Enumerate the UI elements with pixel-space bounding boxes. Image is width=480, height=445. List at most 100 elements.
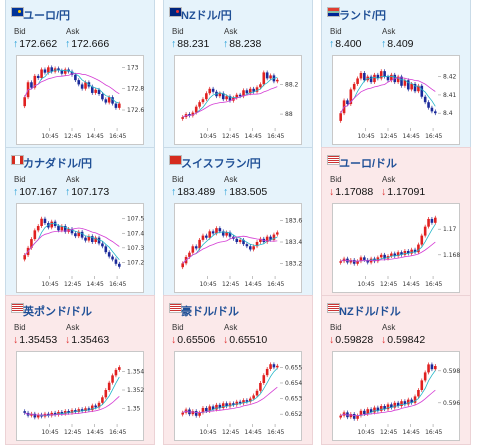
bid-label: Bid: [172, 27, 184, 36]
candle-body: [114, 259, 118, 264]
currency-pair-link[interactable]: 豪ドル/ドル: [181, 306, 240, 318]
currency-pair-link[interactable]: NZドル/円: [181, 10, 232, 22]
currency-pair-link[interactable]: ランド/円: [339, 10, 387, 22]
y-tick-label: 1.352: [127, 387, 144, 394]
candlestick-chart: 1.354 1.352 1.35 10:45 12:45 14:45 16:45: [23, 365, 144, 436]
candle-body: [410, 399, 413, 403]
candle-body: [225, 232, 228, 236]
y-tick-label: 0.596: [443, 400, 460, 407]
rate-card[interactable]: スイスフラン/円 Bid Ask ↑183.489 ↑183.505 183.6 183.4…: [163, 147, 313, 297]
ask-price: 8.409: [387, 38, 414, 50]
candle-body: [252, 246, 255, 250]
bid-price: 1.35453: [19, 334, 58, 346]
currency-pair-link[interactable]: カナダドル/円: [23, 158, 93, 170]
candle-body: [265, 368, 269, 376]
candle-body: [245, 400, 249, 402]
currency-pair-link[interactable]: 英ポンド/ドル: [23, 306, 93, 318]
x-tick-label: 10:45: [357, 133, 374, 140]
arrow-down-icon: ↓: [223, 334, 229, 346]
ask-price: 107.173: [71, 186, 110, 198]
moving-average-long: [182, 386, 278, 413]
moving-average-long: [340, 77, 436, 114]
candle-body: [235, 94, 239, 98]
y-tick-label: 183.6: [285, 218, 302, 225]
bid-label: Bid: [14, 175, 26, 184]
x-tick-label: 12:45: [222, 133, 239, 140]
ask-label: Ask: [66, 323, 80, 332]
candle-body: [215, 228, 218, 234]
candle-body: [406, 250, 410, 254]
bid-label: Bid: [14, 323, 26, 332]
arrow-up-icon: ↑: [171, 38, 177, 50]
bid-value: ↑8.400: [329, 38, 362, 50]
y-tick-label: 183.2: [285, 260, 302, 267]
candle-body: [349, 89, 353, 105]
candle-body: [349, 259, 353, 263]
y-tick-label: 0.655: [285, 364, 302, 371]
candlestick-chart: 1.17 1.168 10:45 12:45 14:45 16:45: [339, 215, 460, 288]
candle-body: [194, 411, 198, 416]
currency-pair-link[interactable]: ユーロ/円: [23, 10, 71, 22]
rate-card[interactable]: ランド/円 Bid Ask ↑8.400 ↑8.409 8.42 8.41 8.4 10:45 1…: [321, 0, 471, 149]
candlestick-chart: 183.6 183.4 183.2 10:45 12:45 14:45 16:45: [181, 218, 302, 288]
candle-body: [265, 236, 269, 242]
x-tick-label: 12:45: [64, 133, 81, 140]
x-tick-label: 12:45: [380, 429, 397, 436]
candle-body: [208, 406, 212, 412]
bid-value: ↑183.489: [171, 186, 215, 198]
bid-price: 172.662: [19, 38, 58, 50]
arrow-up-icon: ↑: [223, 186, 229, 198]
bid-price: 0.65506: [177, 334, 216, 346]
x-tick-label: 14:45: [87, 281, 104, 288]
candle-body: [376, 407, 380, 411]
ask-label: Ask: [224, 323, 238, 332]
arrow-up-icon: ↑: [381, 38, 387, 50]
currency-pair-link[interactable]: ユーロ/ドル: [339, 158, 398, 170]
currency-pair-link[interactable]: スイスフラン/円: [181, 158, 261, 170]
candle-body: [427, 364, 430, 373]
price-chart: 1.354 1.352 1.35 10:45 12:45 14:45 16:45: [16, 351, 144, 441]
y-tick-label: 1.168: [443, 252, 460, 259]
candle-body: [94, 89, 97, 93]
rate-card[interactable]: NZドル/円 Bid Ask ↑88.231 ↑88.238 88.2 88 10:45 12:…: [163, 0, 313, 149]
candle-body: [215, 404, 218, 410]
candle-body: [383, 71, 386, 77]
candlestick-chart: 107.5 107.4 107.3 107.2 10:45 12:45 14:45 16:45: [23, 216, 144, 288]
candle-body: [269, 236, 272, 240]
rate-card[interactable]: 豪ドル/ドル Bid Ask ↓0.65506 ↓0.65510 0.655 0.654 0.…: [163, 295, 313, 445]
candle-body: [386, 76, 390, 81]
candle-body: [379, 254, 383, 258]
rate-card[interactable]: 英ポンド/ドル Bid Ask ↓1.35453 ↓1.35463 1.354 1.352 1…: [5, 295, 155, 445]
x-tick-label: 16:45: [267, 281, 284, 288]
candle-body: [390, 253, 393, 257]
us-flag-icon: [169, 303, 182, 313]
moving-average-short: [182, 77, 278, 118]
candle-body: [255, 242, 259, 247]
moving-average-short: [24, 222, 120, 260]
x-tick-label: 12:45: [222, 281, 239, 288]
bid-price: 88.231: [177, 38, 210, 50]
candle-body: [339, 261, 342, 263]
x-tick-label: 10:45: [41, 133, 58, 140]
candle-body: [43, 218, 47, 224]
candle-body: [181, 412, 184, 415]
rate-card[interactable]: ユーロ/円 Bid Ask ↑172.662 ↑172.666 173 172.8 172.6…: [5, 0, 155, 149]
bid-price: 8.400: [335, 38, 362, 50]
candle-body: [373, 74, 376, 83]
x-tick-label: 12:45: [64, 281, 81, 288]
rate-card[interactable]: ユーロ/ドル Bid Ask ↓1.17088 ↓1.17091 1.17 1.168 10:…: [321, 147, 471, 297]
candle-body: [90, 236, 94, 242]
candle-body: [403, 401, 407, 405]
candle-body: [434, 111, 437, 114]
rate-card[interactable]: NZドル/ドル Bid Ask ↓0.59828 ↓0.59842 0.598 0.596 1…: [321, 295, 471, 445]
candle-body: [339, 415, 342, 418]
candle-body: [198, 239, 201, 249]
rate-card[interactable]: カナダドル/円 Bid Ask ↑107.167 ↑107.173 107.5 107.4 1…: [5, 147, 155, 297]
y-tick-label: 183.4: [285, 239, 302, 246]
candle-body: [430, 107, 434, 112]
candle-body: [33, 230, 37, 240]
x-tick-label: 16:45: [267, 133, 284, 140]
x-tick-label: 10:45: [199, 281, 216, 288]
candle-body: [262, 72, 266, 85]
currency-pair-link[interactable]: NZドル/ドル: [339, 306, 401, 318]
